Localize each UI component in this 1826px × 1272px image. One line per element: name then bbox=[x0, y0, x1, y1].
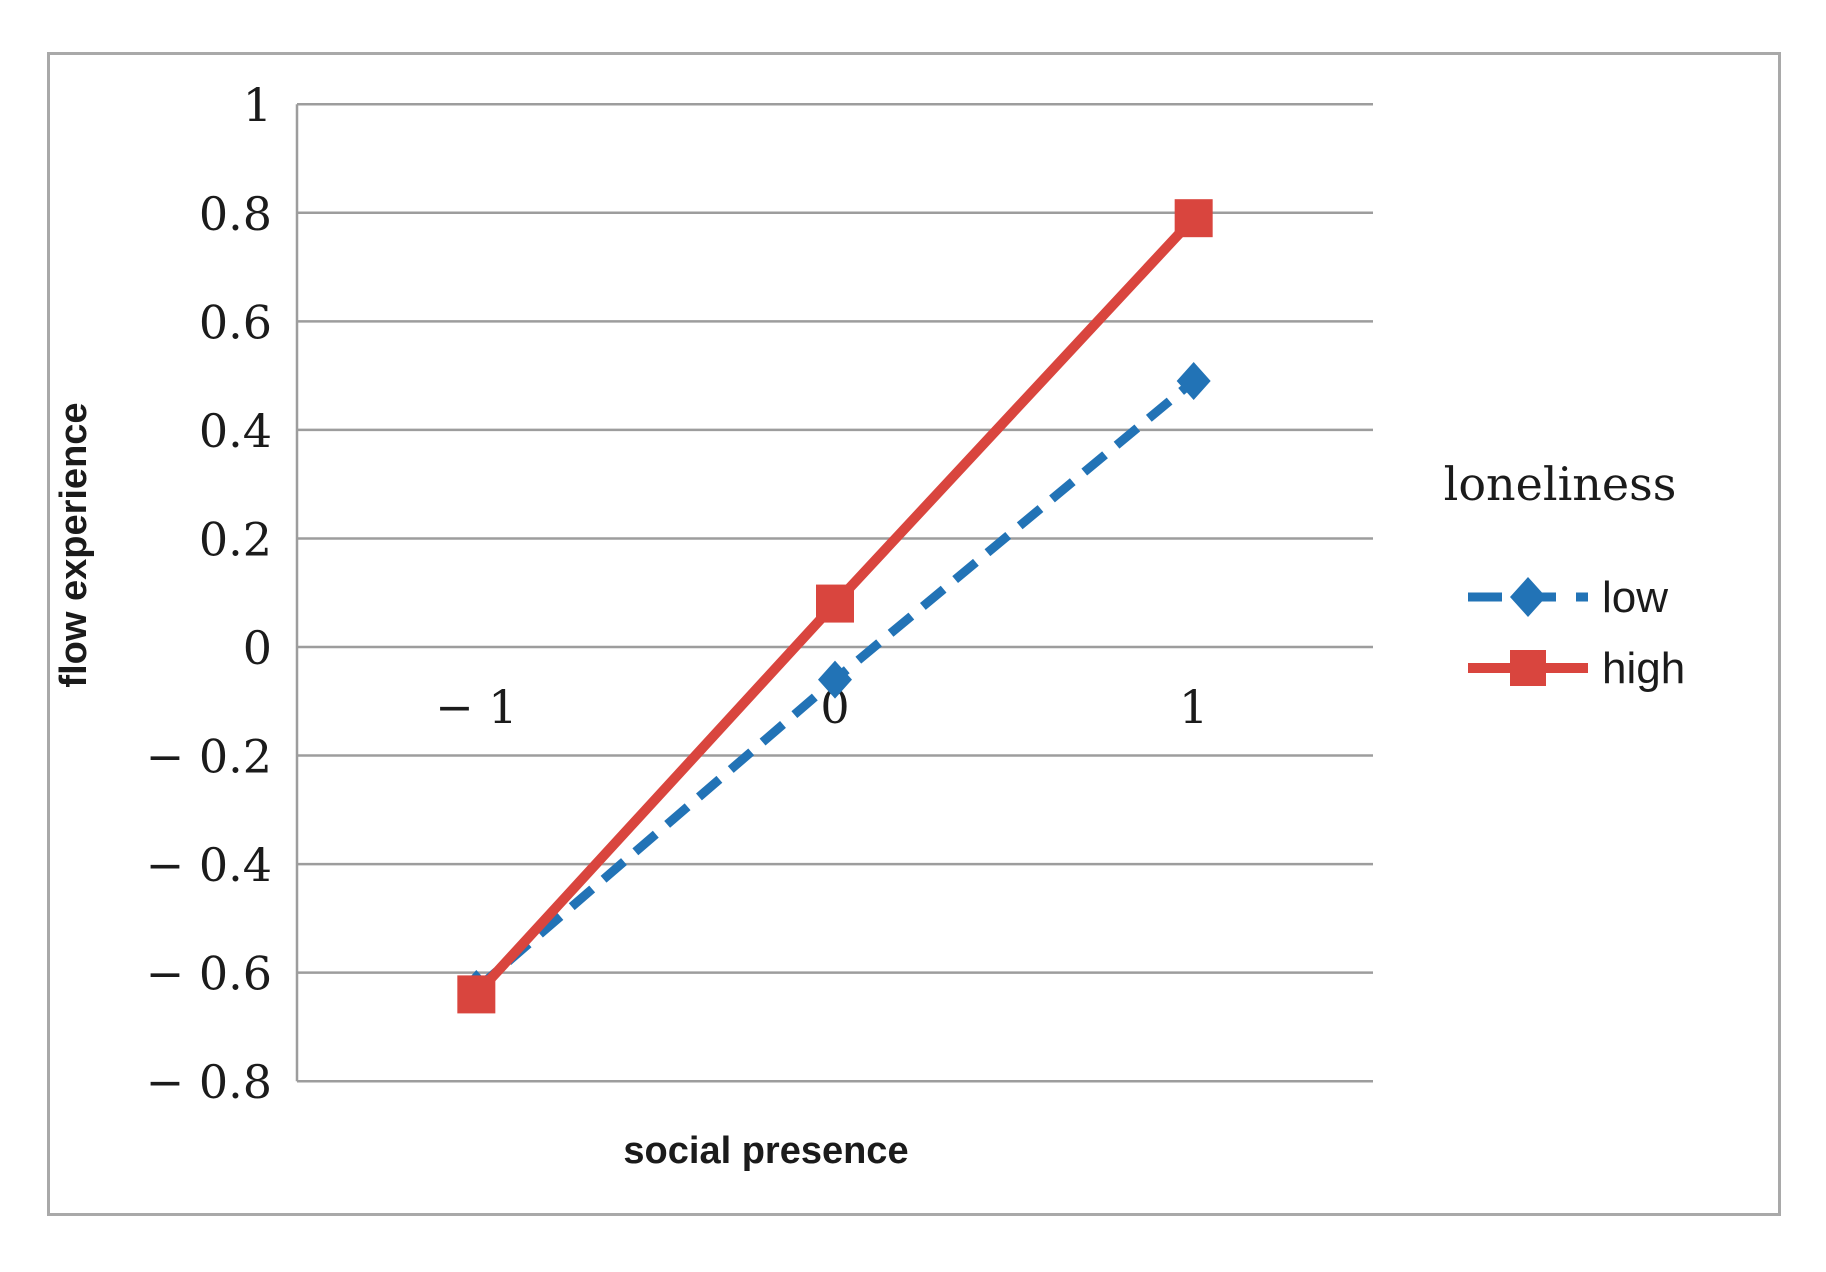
gridlines bbox=[297, 102, 1373, 1083]
y-tick-label: 0.4 bbox=[199, 404, 272, 458]
legend-label-low: low bbox=[1602, 573, 1668, 622]
y-tick-labels: 1 0.8 0.6 0.4 0.2 0 − 0.2 − 0.4 − 0.6 − 0.8 bbox=[146, 78, 272, 1109]
legend-title: loneliness bbox=[1444, 457, 1677, 511]
x-tick-label: 1 bbox=[1179, 680, 1208, 734]
legend: loneliness low high bbox=[1444, 457, 1686, 693]
legend-swatch-marker-low bbox=[1510, 577, 1546, 617]
marker-low bbox=[1176, 362, 1211, 401]
y-tick-label: 0.6 bbox=[199, 295, 272, 349]
legend-item-high: high bbox=[1468, 644, 1685, 693]
marker-low bbox=[818, 660, 852, 699]
x-axis-title: social presence bbox=[623, 1130, 908, 1172]
marker-high bbox=[816, 584, 854, 623]
y-tick-label: 0 bbox=[243, 621, 272, 675]
x-tick-label: − 1 bbox=[435, 680, 517, 734]
legend-items: low high bbox=[1468, 573, 1685, 693]
y-tick-label: − 0.2 bbox=[146, 730, 272, 784]
y-tick-label: − 0.6 bbox=[146, 947, 272, 1001]
figure-border bbox=[47, 52, 1781, 1216]
marker-high bbox=[1174, 199, 1213, 238]
y-tick-label: − 0.4 bbox=[146, 838, 272, 892]
legend-item-low: low bbox=[1468, 573, 1668, 622]
y-axis-title: flow experience bbox=[53, 402, 95, 687]
series-group bbox=[457, 199, 1213, 1014]
y-tick-label: 0.2 bbox=[199, 512, 272, 566]
y-tick-label: 1 bbox=[243, 78, 272, 132]
legend-label-high: high bbox=[1602, 644, 1685, 693]
y-tick-label: − 0.8 bbox=[146, 1055, 272, 1109]
marker-high bbox=[457, 975, 496, 1014]
legend-swatch-marker-high bbox=[1510, 650, 1546, 686]
y-tick-label: 0.8 bbox=[199, 187, 272, 241]
